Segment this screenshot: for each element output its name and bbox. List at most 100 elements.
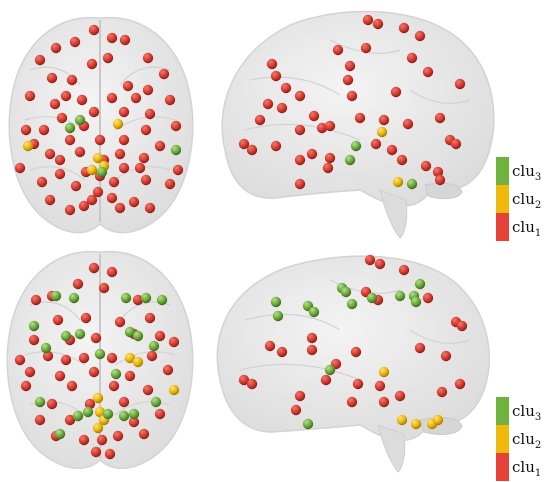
clu2-node <box>92 422 104 434</box>
clu1-node <box>294 178 306 190</box>
bottom-sagittal-nodes <box>238 254 468 430</box>
bottom-sagittal-brain <box>216 255 491 473</box>
clu1-node <box>54 168 66 180</box>
clu3-node <box>68 292 80 304</box>
clu1-node <box>122 80 134 92</box>
clu3-node <box>110 368 122 380</box>
clu1-node <box>364 254 376 266</box>
clu1-node <box>142 384 154 396</box>
clu1-node <box>94 134 106 146</box>
clu1-node <box>140 124 152 136</box>
legend-item-clu3: clu3 <box>496 397 549 425</box>
clu3-node <box>302 418 314 430</box>
clu2-node <box>392 176 404 188</box>
top-sagittal-brain <box>221 10 495 239</box>
clu1-node <box>114 202 126 214</box>
clu1-node <box>374 258 386 270</box>
clu2-node <box>92 152 104 164</box>
clu3-node <box>96 166 108 178</box>
clu2-node <box>94 406 106 418</box>
clu3-node <box>350 140 362 152</box>
clu2-node <box>124 352 136 364</box>
clu3-node <box>148 340 160 352</box>
clu1-node <box>354 112 366 124</box>
clu1-node <box>276 346 288 358</box>
clu3-node <box>72 410 84 422</box>
clu1-node <box>342 74 354 86</box>
clu1-node <box>394 390 406 402</box>
clu1-node <box>402 118 414 130</box>
clu1-node <box>90 446 102 458</box>
clu1-node <box>422 292 434 304</box>
clu1-node <box>162 364 174 376</box>
clu3-node <box>120 292 132 304</box>
clu1-node <box>72 278 84 290</box>
clu1-node <box>306 332 318 344</box>
clu1-node <box>54 154 66 166</box>
clu1-node <box>414 30 426 42</box>
clu1-node <box>38 124 50 136</box>
clu1-node <box>168 336 180 348</box>
clu1-node <box>24 90 36 102</box>
clu1-node <box>118 134 130 146</box>
clu1-node <box>46 72 58 84</box>
clu2-node <box>168 384 180 396</box>
legend-label-clu1: clu1 <box>512 458 542 479</box>
top-axial-nodes <box>14 24 184 216</box>
clu1-node <box>102 52 114 64</box>
clu3-node <box>366 292 378 304</box>
clu1-node <box>88 262 100 274</box>
clu2-node <box>22 140 34 152</box>
clu3-node <box>272 310 284 322</box>
clu1-node <box>98 282 110 294</box>
clu3-node <box>128 408 140 420</box>
clu1-node <box>108 176 120 188</box>
clu1-node <box>294 90 306 102</box>
clu1-node <box>246 378 258 390</box>
clu1-node <box>64 414 76 426</box>
clu1-node <box>124 370 136 382</box>
clu2-node <box>410 418 422 430</box>
clu1-node <box>119 34 131 46</box>
clu1-node <box>92 186 104 198</box>
clu3-node <box>40 342 52 354</box>
clu1-node <box>88 106 100 118</box>
clu1-node <box>134 162 146 174</box>
legend-swatch-clu1 <box>496 213 509 241</box>
clu2-node <box>92 392 104 404</box>
clu1-node <box>106 32 118 44</box>
clu1-node <box>106 192 118 204</box>
clu1-node <box>146 350 158 362</box>
legend-item-clu1: clu1 <box>496 453 549 481</box>
clu2-node <box>396 414 408 426</box>
clu1-node <box>130 92 142 104</box>
clu3-node <box>132 330 144 342</box>
legend-item-clu1: clu1 <box>496 213 549 241</box>
clu1-node <box>294 390 306 402</box>
clu1-node <box>74 146 86 158</box>
clu1-node <box>154 330 166 342</box>
clu1-node <box>414 342 426 354</box>
clu3-node <box>308 306 320 318</box>
clu1-node <box>144 108 156 120</box>
clu1-node <box>88 24 100 36</box>
clu1-node <box>78 352 90 364</box>
clu1-node <box>346 90 358 102</box>
clu1-node <box>128 196 140 208</box>
clu1-node <box>246 144 258 156</box>
clu1-node <box>14 354 26 366</box>
clu1-node <box>390 86 402 98</box>
clu1-node <box>64 204 76 216</box>
clu1-node <box>254 114 266 126</box>
clu1-node <box>14 162 26 174</box>
clu1-node <box>276 102 288 114</box>
clu1-node <box>238 138 250 150</box>
clu1-node <box>434 112 446 124</box>
clu1-node <box>78 200 90 212</box>
clu1-node <box>49 98 61 110</box>
clu1-node <box>270 70 282 82</box>
clu1-node <box>320 374 332 386</box>
bottom-axial-brain <box>6 250 194 469</box>
clu1-node <box>346 396 358 408</box>
clu1-node <box>66 380 78 392</box>
